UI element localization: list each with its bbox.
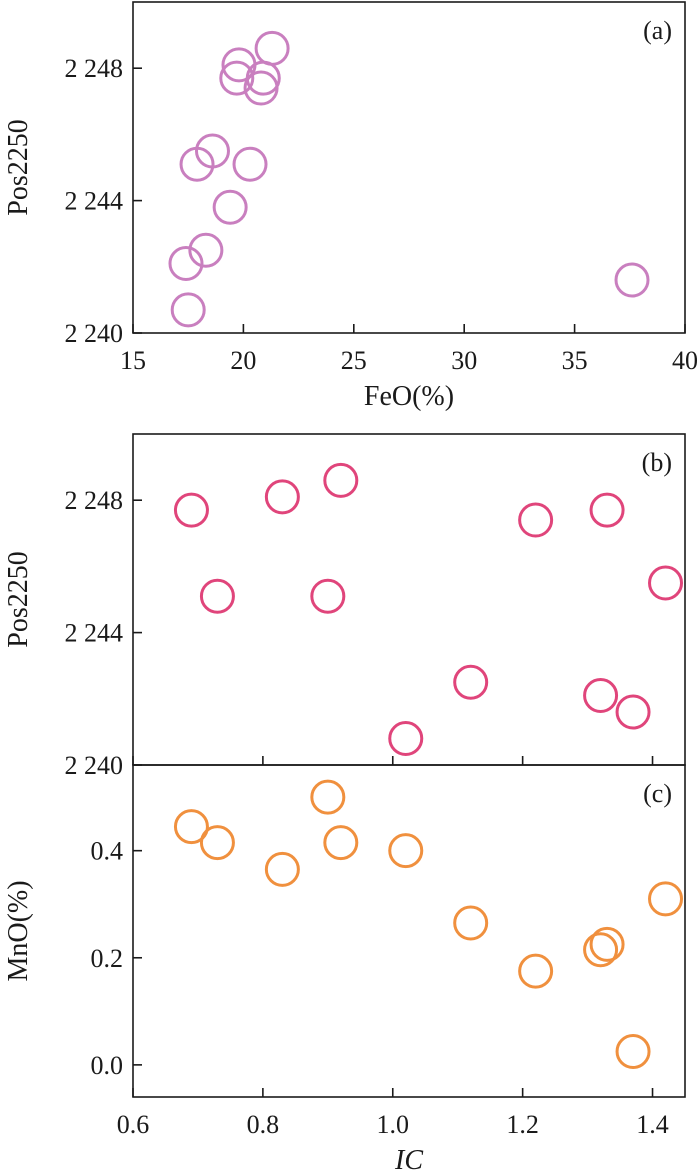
scatter-point: [518, 953, 554, 989]
scatter-point: [583, 677, 619, 713]
panel-a: 2 240 2 244 2 248 15 20 25 30 35 40 FeO(%) Pos2250…: [3, 1, 698, 412]
scatter-point: [310, 578, 346, 614]
scatter-point: [453, 664, 489, 700]
y-tick-label: 2 248: [65, 486, 124, 515]
x-tick-label: 1.4: [636, 1110, 669, 1139]
scatter-point: [388, 833, 424, 869]
scatter-point: [219, 60, 255, 96]
scatter-point: [583, 932, 619, 968]
y-tick-label: 2 244: [65, 187, 124, 216]
scatter-point: [264, 851, 300, 887]
x-tick-label: 0.8: [247, 1110, 280, 1139]
scatter-point: [388, 721, 424, 757]
scatter-point: [323, 462, 359, 498]
panel-label: (c): [643, 779, 672, 808]
y-axis-title: Pos2250: [3, 119, 34, 215]
scatter-point: [453, 905, 489, 941]
scatter-point: [614, 262, 650, 298]
scatter-point: [615, 1033, 651, 1069]
scatter-point: [199, 825, 235, 861]
panel-c: 0.0 0.2 0.4 0.6 0.8 1.0 1.2 1.4 IC MnO(%) (c): [3, 764, 686, 1171]
x-tick-label: 20: [230, 346, 256, 375]
panel-label: (a): [643, 16, 672, 45]
y-tick-label: 2 244: [65, 619, 124, 648]
scatter-point: [199, 578, 235, 614]
scatter-point: [254, 30, 290, 66]
y-tick-label: 0.2: [91, 944, 124, 973]
scatter-point: [518, 502, 554, 538]
x-tick-label: 1.0: [377, 1110, 410, 1139]
scatter-point: [170, 292, 206, 328]
x-axis-title: IC: [394, 1145, 423, 1171]
x-tick-label: 25: [341, 346, 367, 375]
scatter-point: [615, 694, 651, 730]
plot-frame: [132, 764, 686, 1098]
x-tick-label: 0.6: [117, 1110, 150, 1139]
scatter-point: [168, 245, 204, 281]
plot-frame: [132, 1, 686, 334]
panel-label: (b): [642, 448, 672, 477]
scatter-point: [648, 565, 684, 601]
scatter-point: [589, 926, 625, 962]
x-axis-title: FeO(%): [364, 381, 454, 412]
y-axis-title: MnO(%): [3, 880, 34, 981]
y-tick-label: 2 248: [65, 54, 124, 83]
y-tick-label: 2 240: [65, 319, 124, 348]
y-axis-title: Pos2250: [3, 551, 34, 647]
y-tick-label: 0.0: [91, 1051, 124, 1080]
scatter-point: [194, 133, 230, 169]
x-tick-label: 1.2: [506, 1110, 539, 1139]
scatter-point: [232, 146, 268, 182]
x-tick-label: 30: [451, 346, 477, 375]
x-tick-label: 35: [562, 346, 588, 375]
scatter-point: [310, 779, 346, 815]
plot-frame: [132, 433, 686, 766]
x-tick-label: 40: [672, 346, 698, 375]
scatter-point: [188, 232, 224, 268]
y-tick-label: 2 240: [65, 751, 124, 780]
scatter-point: [648, 881, 684, 917]
scatter-point: [589, 492, 625, 528]
x-tick-label: 15: [120, 346, 146, 375]
scatter-point: [173, 492, 209, 528]
scatter-point: [212, 189, 248, 225]
panel-b: 2 240 2 244 2 248 Pos2250 (b): [3, 433, 686, 780]
scatter-point: [323, 825, 359, 861]
scatter-point: [264, 479, 300, 515]
scatter-point: [173, 809, 209, 845]
y-tick-label: 0.4: [91, 837, 124, 866]
